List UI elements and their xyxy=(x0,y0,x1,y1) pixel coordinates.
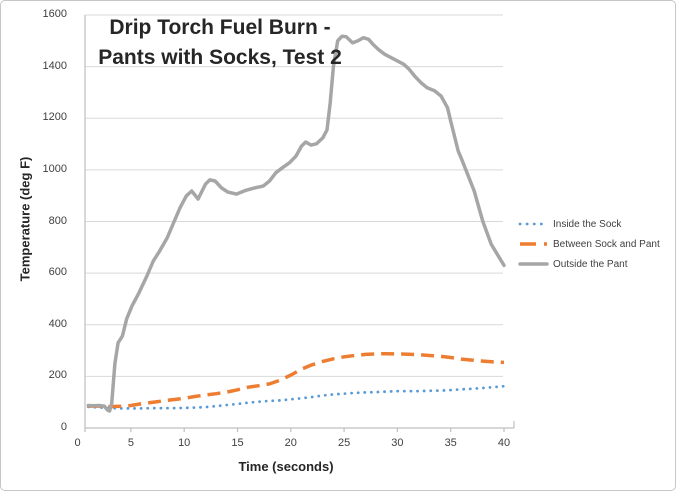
legend-item-1: Between Sock and Pant xyxy=(518,234,660,254)
legend-marker-dashed-icon xyxy=(520,242,547,246)
y-tick-label: 1200 xyxy=(42,111,67,124)
series-line-0 xyxy=(86,384,506,410)
x-tick-label: 40 xyxy=(497,437,511,449)
y-tick-label: 800 xyxy=(48,214,67,227)
chart-title-line-2: Pants with Socks, Test 2 xyxy=(98,46,342,69)
y-tick-label: 600 xyxy=(48,266,67,279)
x-axis-title: Time (seconds) xyxy=(238,459,334,474)
x-tick-label: 35 xyxy=(444,437,457,449)
x-tick-label: 5 xyxy=(127,437,134,449)
legend-item-2: Outside the Pant xyxy=(518,254,660,274)
legend-marker-dotted-icon xyxy=(518,222,549,226)
y-tick-label: 0 xyxy=(60,421,67,433)
x-tick-label: 10 xyxy=(178,437,191,449)
x-tick-label: 15 xyxy=(231,437,244,449)
y-tick-label: 1000 xyxy=(42,162,67,175)
y-tick-label: 1400 xyxy=(42,59,67,72)
x-tick-label: 30 xyxy=(391,437,404,449)
legend-marker-solid-icon xyxy=(518,262,549,266)
legend-label: Inside the Sock xyxy=(553,218,622,230)
x-tick-label: 25 xyxy=(337,437,351,449)
x-tick-label: 20 xyxy=(284,437,297,449)
series-line-1 xyxy=(88,351,505,409)
legend-label: Outside the Pant xyxy=(553,258,628,270)
chart-title: Drip Torch Fuel Burn - Pants with Socks,… xyxy=(85,13,355,73)
y-tick-label: 400 xyxy=(48,317,67,330)
legend-label: Between Sock and Pant xyxy=(553,238,660,250)
series-line-2 xyxy=(86,34,506,413)
legend: Inside the Sock Between Sock and Pant Outs… xyxy=(518,214,660,274)
x-tick-label: 0 xyxy=(74,437,81,449)
chart-title-line-1: Drip Torch Fuel Burn - xyxy=(109,16,331,39)
y-tick-label: 200 xyxy=(48,369,67,382)
y-tick-label: 1600 xyxy=(42,8,67,20)
legend-item-0: Inside the Sock xyxy=(518,214,660,234)
